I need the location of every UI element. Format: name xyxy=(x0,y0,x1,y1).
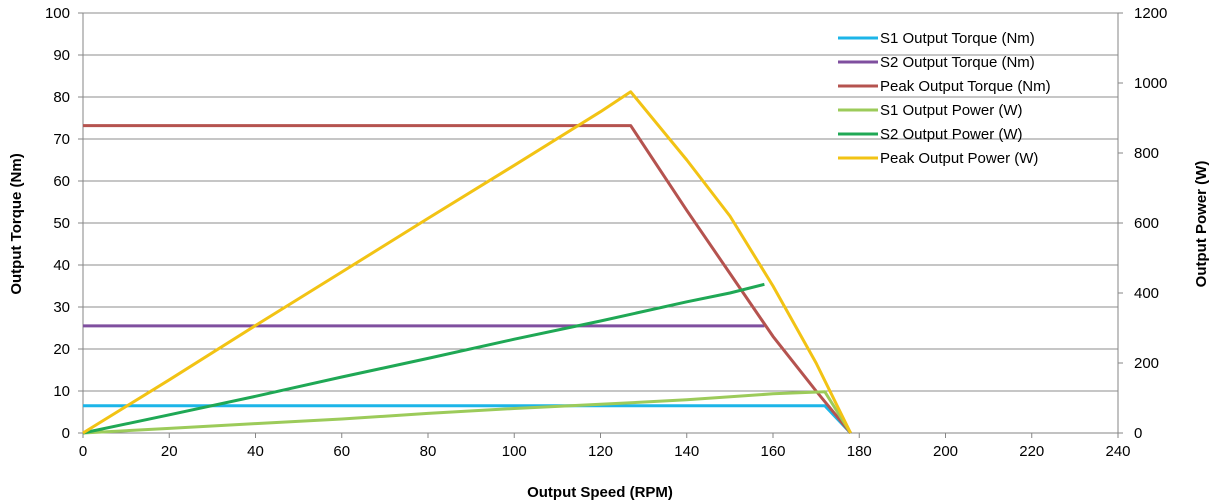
x-tick-label: 240 xyxy=(1105,443,1130,460)
y-tick-label: 40 xyxy=(53,257,70,274)
y-tick-label: 30 xyxy=(53,299,70,316)
x-tick-label: 180 xyxy=(847,443,872,460)
x-tick-label: 200 xyxy=(933,443,958,460)
legend-label: Peak Output Torque (Nm) xyxy=(880,78,1051,95)
series-line-s1-output-power-w xyxy=(82,390,852,435)
y2-axis-ticks: 0 200 400 600 800 1000 1200 xyxy=(1118,5,1167,442)
series-line-s2-output-power-w xyxy=(82,282,765,435)
y2-tick-label: 400 xyxy=(1134,285,1159,302)
y-tick-label: 0 xyxy=(62,425,70,442)
y-tick-label: 10 xyxy=(53,383,70,400)
y-axis-ticks: 0 10 20 30 40 50 60 70 80 90 100 xyxy=(45,5,83,442)
y2-tick-label: 1200 xyxy=(1134,5,1167,22)
y-tick-label: 60 xyxy=(53,173,70,190)
x-tick-label: 140 xyxy=(674,443,699,460)
y2-tick-label: 1000 xyxy=(1134,75,1167,92)
legend-label: S2 Output Power (W) xyxy=(880,126,1023,143)
x-tick-label: 60 xyxy=(333,443,350,460)
y-tick-label: 100 xyxy=(45,5,70,22)
y2-tick-label: 800 xyxy=(1134,145,1159,162)
x-tick-label: 120 xyxy=(588,443,613,460)
legend-label: Peak Output Power (W) xyxy=(880,150,1038,167)
y-tick-label: 90 xyxy=(53,47,70,64)
x-tick-label: 0 xyxy=(79,443,87,460)
legend-label: S1 Output Power (W) xyxy=(880,102,1023,119)
x-tick-label: 20 xyxy=(161,443,178,460)
y-axis-title: Output Torque (Nm) xyxy=(8,153,25,294)
y-tick-label: 20 xyxy=(53,341,70,358)
y2-tick-label: 200 xyxy=(1134,355,1159,372)
y-tick-label: 80 xyxy=(53,89,70,106)
y2-tick-label: 0 xyxy=(1134,425,1142,442)
y-tick-label: 70 xyxy=(53,131,70,148)
legend-label: S2 Output Torque (Nm) xyxy=(880,54,1035,71)
x-tick-label: 80 xyxy=(420,443,437,460)
y-tick-label: 50 xyxy=(53,215,70,232)
y2-axis-title: Output Power (W) xyxy=(1193,161,1210,288)
legend-label: S1 Output Torque (Nm) xyxy=(880,30,1035,47)
x-axis-title: Output Speed (RPM) xyxy=(527,484,673,501)
series-lines xyxy=(82,90,852,435)
series-line-peak-output-power-w xyxy=(82,90,852,435)
x-tick-label: 100 xyxy=(502,443,527,460)
legend: S1 Output Torque (Nm) S2 Output Torque (N… xyxy=(838,30,1051,167)
x-tick-label: 220 xyxy=(1019,443,1044,460)
x-axis-ticks: 0 20 40 60 80 100 120 140 160 180 200 220 240 xyxy=(79,433,1131,460)
x-tick-label: 40 xyxy=(247,443,264,460)
y2-tick-label: 600 xyxy=(1134,215,1159,232)
x-tick-label: 160 xyxy=(760,443,785,460)
gridlines xyxy=(83,12,1118,392)
